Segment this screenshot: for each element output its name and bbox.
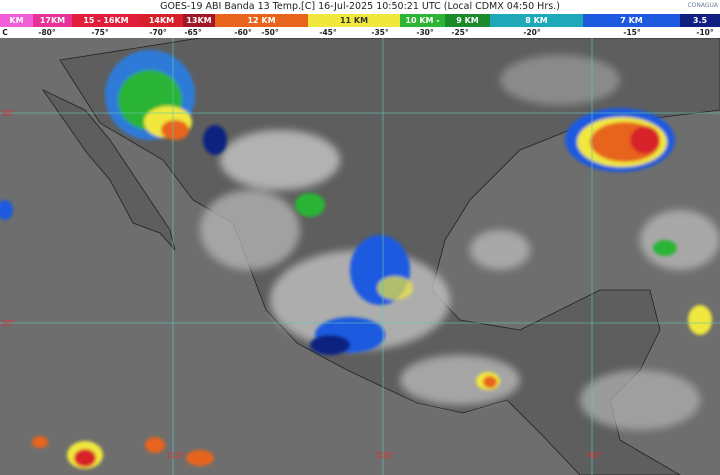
temperature-scale: C -80° -75° -70° -65° -60° -50° -45° -35° -30° -25… bbox=[0, 27, 720, 38]
temperature-label: -45° bbox=[319, 28, 337, 37]
temperature-label: -35° bbox=[371, 28, 389, 37]
temperature-label: -20° bbox=[523, 28, 541, 37]
scale-segment: 14KM bbox=[140, 14, 183, 27]
temperature-label: -50° bbox=[261, 28, 279, 37]
temperature-label: -80° bbox=[38, 28, 56, 37]
image-title: GOES-19 ABI Banda 13 Temp.[C] 16-Jul-202… bbox=[0, 0, 720, 14]
scale-segment: 8 KM bbox=[490, 14, 583, 27]
temperature-label: -75° bbox=[91, 28, 109, 37]
scale-segment: 15 - 16KM bbox=[72, 14, 140, 27]
baja-california bbox=[41, 88, 176, 251]
lat-label-30: 30° bbox=[1, 109, 15, 118]
scale-segment: KM bbox=[0, 14, 33, 27]
temperature-label: -25° bbox=[451, 28, 469, 37]
color-scale-bar: KM 17KM 15 - 16KM 14KM 13KM 12 KM 11 KM 10 KM -… bbox=[0, 14, 720, 27]
scale-segment: 13KM bbox=[183, 14, 215, 27]
temperature-label: -70° bbox=[149, 28, 167, 37]
temperature-label: -65° bbox=[184, 28, 202, 37]
temperature-label: -15° bbox=[623, 28, 641, 37]
scale-segment: 7 KM bbox=[583, 14, 680, 27]
storm-cells bbox=[0, 50, 712, 469]
satellite-map: 30° 20° 110° 100° 90° bbox=[0, 38, 720, 475]
lat-lon-grid bbox=[0, 38, 720, 475]
scale-segment: 17KM bbox=[33, 14, 72, 27]
scale-segment: 12 KM bbox=[215, 14, 308, 27]
scale-segment: 10 KM - bbox=[400, 14, 445, 27]
scale-segment: 9 KM bbox=[445, 14, 490, 27]
lon-label-110: 110° bbox=[166, 451, 185, 460]
lat-label-20: 20° bbox=[1, 319, 15, 328]
temperature-label: -60° bbox=[234, 28, 252, 37]
scale-segment: 3.5 bbox=[680, 14, 720, 27]
temperature-label: C bbox=[2, 28, 8, 37]
scale-segment: 11 KM bbox=[308, 14, 400, 27]
lon-label-90: 90° bbox=[587, 451, 601, 460]
temperature-label: -10° bbox=[696, 28, 714, 37]
conagua-logo: CONAGUA bbox=[687, 2, 718, 9]
lon-label-100: 100° bbox=[376, 451, 395, 460]
temperature-label: -30° bbox=[416, 28, 434, 37]
